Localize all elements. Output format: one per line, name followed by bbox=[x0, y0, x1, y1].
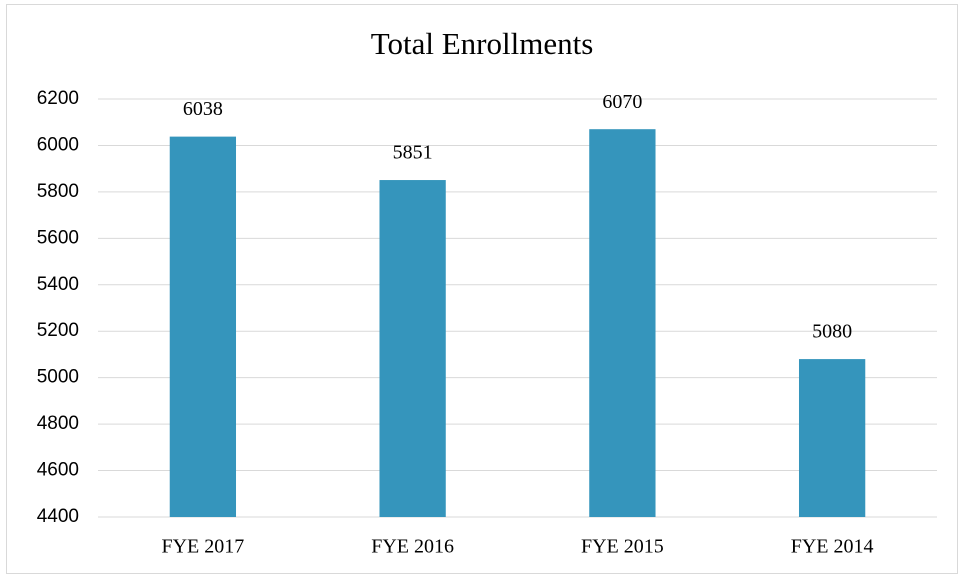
y-tick-label: 5600 bbox=[37, 227, 79, 248]
x-tick-label: FYE 2015 bbox=[581, 536, 664, 558]
y-tick-label: 5200 bbox=[37, 320, 79, 341]
data-label: 6038 bbox=[183, 98, 223, 120]
y-tick-label: 5400 bbox=[37, 274, 79, 295]
y-tick-label: 6000 bbox=[37, 134, 79, 155]
bar bbox=[169, 136, 237, 517]
x-tick-label: FYE 2017 bbox=[161, 536, 244, 558]
y-tick-label: 4600 bbox=[37, 460, 79, 481]
x-tick-label: FYE 2016 bbox=[371, 536, 454, 558]
y-tick-label: 4400 bbox=[37, 506, 79, 527]
y-tick-label: 5000 bbox=[37, 367, 79, 388]
chart-title: Total Enrollments bbox=[371, 26, 594, 61]
data-label: 5080 bbox=[812, 321, 852, 343]
x-tick-label: FYE 2014 bbox=[791, 536, 874, 558]
data-label: 5851 bbox=[393, 142, 433, 164]
bar bbox=[589, 129, 656, 517]
y-tick-label: 5800 bbox=[37, 181, 79, 202]
bar bbox=[798, 359, 866, 517]
y-tick-label: 6200 bbox=[37, 88, 79, 109]
y-tick-label: 4800 bbox=[37, 413, 79, 434]
data-label: 6070 bbox=[602, 91, 642, 113]
bar bbox=[379, 180, 446, 517]
